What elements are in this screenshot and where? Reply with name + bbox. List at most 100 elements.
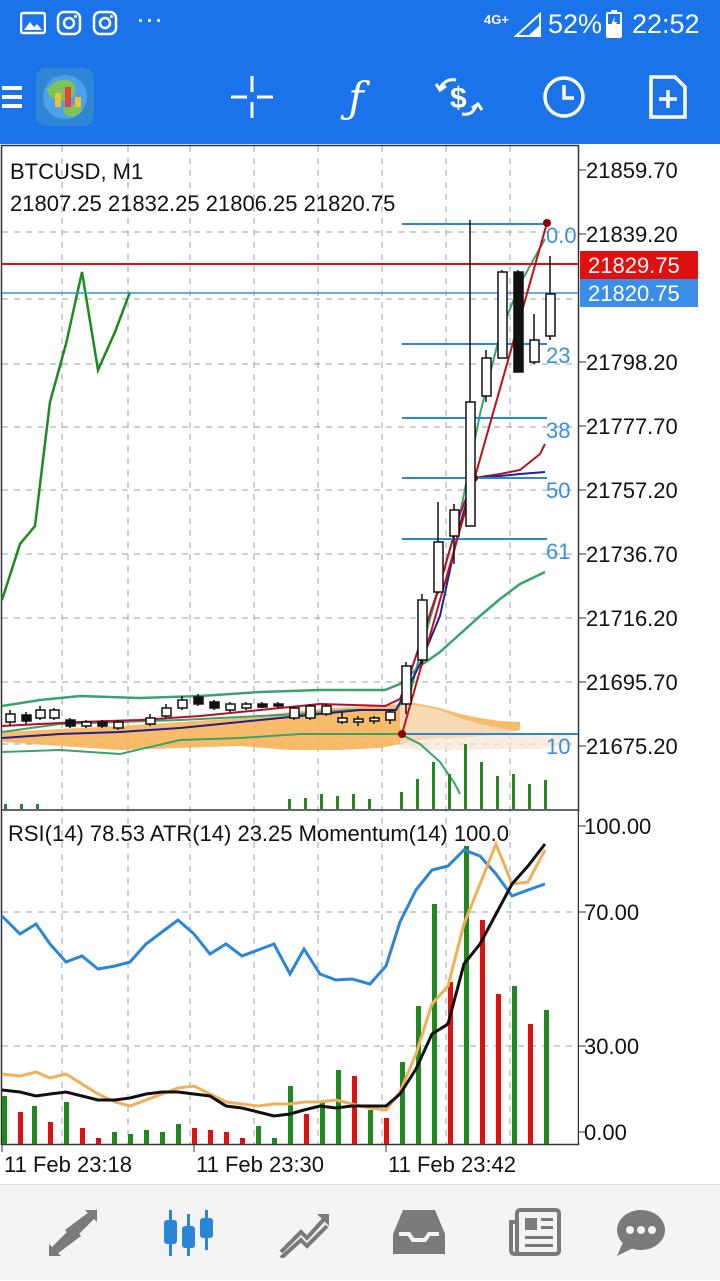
level-label: 70.00 <box>584 900 639 925</box>
quotes-icon <box>49 1210 97 1256</box>
candle-body <box>321 705 332 715</box>
chart-icon <box>164 1210 213 1256</box>
ask-price-label: 21829.75 <box>588 253 680 278</box>
histogram-bar <box>256 1126 261 1144</box>
nav-trade[interactable] <box>250 1185 360 1281</box>
nav-messages[interactable] <box>586 1185 696 1281</box>
candle-body <box>209 701 220 709</box>
instagram-icon <box>92 10 118 41</box>
battery-percent: 52% <box>548 9 603 39</box>
histogram-bar <box>528 1024 533 1144</box>
fib-label-23: 23 <box>546 343 570 368</box>
indicator-legend: RSI(14) 78.53 ATR(14) 23.25 Momentum(14)… <box>8 821 509 846</box>
histogram-bar <box>480 920 485 1144</box>
fib-anchor-top[interactable] <box>543 219 551 227</box>
candle-body <box>417 599 428 661</box>
bollinger-lower <box>1 733 461 795</box>
nav-news[interactable] <box>480 1185 590 1281</box>
more-notifications-dots: ··· <box>136 4 163 34</box>
svg-text:$: $ <box>450 82 467 115</box>
bollinger-middle <box>1 238 546 733</box>
candle-body <box>5 713 16 723</box>
candle-body <box>177 699 188 709</box>
time-label: 11 Feb 23:30 <box>196 1152 324 1177</box>
new-order-icon <box>649 75 687 119</box>
indicators-button[interactable]: ƒ <box>326 50 386 144</box>
bottom-navigation <box>0 1184 720 1280</box>
price-label: 21777.70 <box>586 414 678 439</box>
chart-area[interactable]: BTCUSD, M1 21807.25 21832.25 21806.25 21… <box>0 144 720 1184</box>
histogram-bar <box>384 1118 389 1144</box>
timeframe-button[interactable] <box>534 50 594 144</box>
histogram-bar <box>240 1138 245 1144</box>
price-label: 21798.20 <box>586 350 678 375</box>
objects-icon: $ <box>434 78 484 116</box>
nav-chart[interactable] <box>134 1185 244 1281</box>
candle-body <box>193 696 204 705</box>
timeframe-icon <box>543 76 585 118</box>
new-order-button[interactable] <box>638 50 698 144</box>
histogram-bar <box>368 1110 373 1144</box>
bid-price-label: 21820.75 <box>588 281 680 306</box>
ohlc-values: 21807.25 21832.25 21806.25 21820.75 <box>10 191 395 216</box>
fib-label-61: 61 <box>546 539 570 564</box>
clock: 22:52 <box>632 9 700 39</box>
sub-axis-mask <box>579 812 720 1142</box>
candle-body <box>49 709 60 719</box>
histogram-bar <box>160 1132 165 1144</box>
histogram-bar <box>512 986 517 1144</box>
price-label: 21757.20 <box>586 478 678 503</box>
chart-frame <box>0 144 580 1146</box>
price-axis[interactable]: 21859.70 21839.20 21798.20 21777.70 2175… <box>578 158 678 759</box>
menu-icon <box>2 86 22 108</box>
candle-body <box>35 709 46 719</box>
histogram-bar <box>96 1138 101 1144</box>
candle-body <box>97 721 108 727</box>
histogram-bar <box>208 1130 213 1144</box>
price-chart[interactable]: BTCUSD, M1 21807.25 21832.25 21806.25 21… <box>0 144 720 1184</box>
level-label: 30.00 <box>584 1034 639 1059</box>
fib-anchor-bottom[interactable] <box>398 730 406 738</box>
objects-button[interactable]: $ <box>428 50 492 144</box>
status-bar: ··· 4G+ 52% 22:52 <box>0 0 720 50</box>
nav-quotes[interactable] <box>18 1185 128 1281</box>
moving-average-navy <box>1 471 546 739</box>
menu-button[interactable] <box>0 50 26 144</box>
time-label: 11 Feb 23:18 <box>4 1152 132 1177</box>
histogram-bar <box>48 1122 53 1144</box>
candle-body <box>529 339 540 363</box>
histogram-bar <box>64 1102 69 1144</box>
moving-average-red <box>1 443 546 727</box>
histogram-bar <box>496 994 501 1144</box>
candle-body <box>161 707 172 717</box>
app-logo-button[interactable] <box>34 50 96 144</box>
network-type: 4G+ <box>484 12 509 27</box>
histogram-bar <box>272 1138 277 1144</box>
candle-body <box>545 293 556 337</box>
rsi-line <box>0 848 546 986</box>
subchart-axis: 100.00 70.00 30.00 0.00 <box>578 814 651 1145</box>
histogram-bar <box>400 1062 405 1144</box>
price-label: 21736.70 <box>586 542 678 567</box>
candle-body <box>385 711 396 721</box>
time-axis[interactable]: 11 Feb 23:18 11 Feb 23:30 11 Feb 23:42 <box>1 1145 516 1177</box>
candle-body <box>65 719 76 727</box>
price-label: 21859.70 <box>586 158 678 183</box>
candle-body <box>145 717 156 725</box>
trade-icon <box>279 1214 329 1258</box>
histogram-bar <box>224 1132 229 1144</box>
histogram-bar <box>128 1134 133 1144</box>
price-label: 21716.20 <box>586 606 678 631</box>
nav-history[interactable] <box>364 1185 474 1281</box>
fib-labels: 0.0 23 38 50 61 10 <box>546 223 577 759</box>
price-label: 21839.20 <box>586 222 678 247</box>
candle-body <box>337 717 348 723</box>
candle-body <box>401 665 412 705</box>
histogram-bar <box>304 1114 309 1144</box>
price-label: 21695.70 <box>586 670 678 695</box>
candle-body <box>369 717 380 722</box>
histogram-bar <box>112 1132 117 1144</box>
crosshair-button[interactable] <box>222 50 282 144</box>
candle-body <box>433 541 444 593</box>
histogram-bar <box>2 1096 7 1144</box>
